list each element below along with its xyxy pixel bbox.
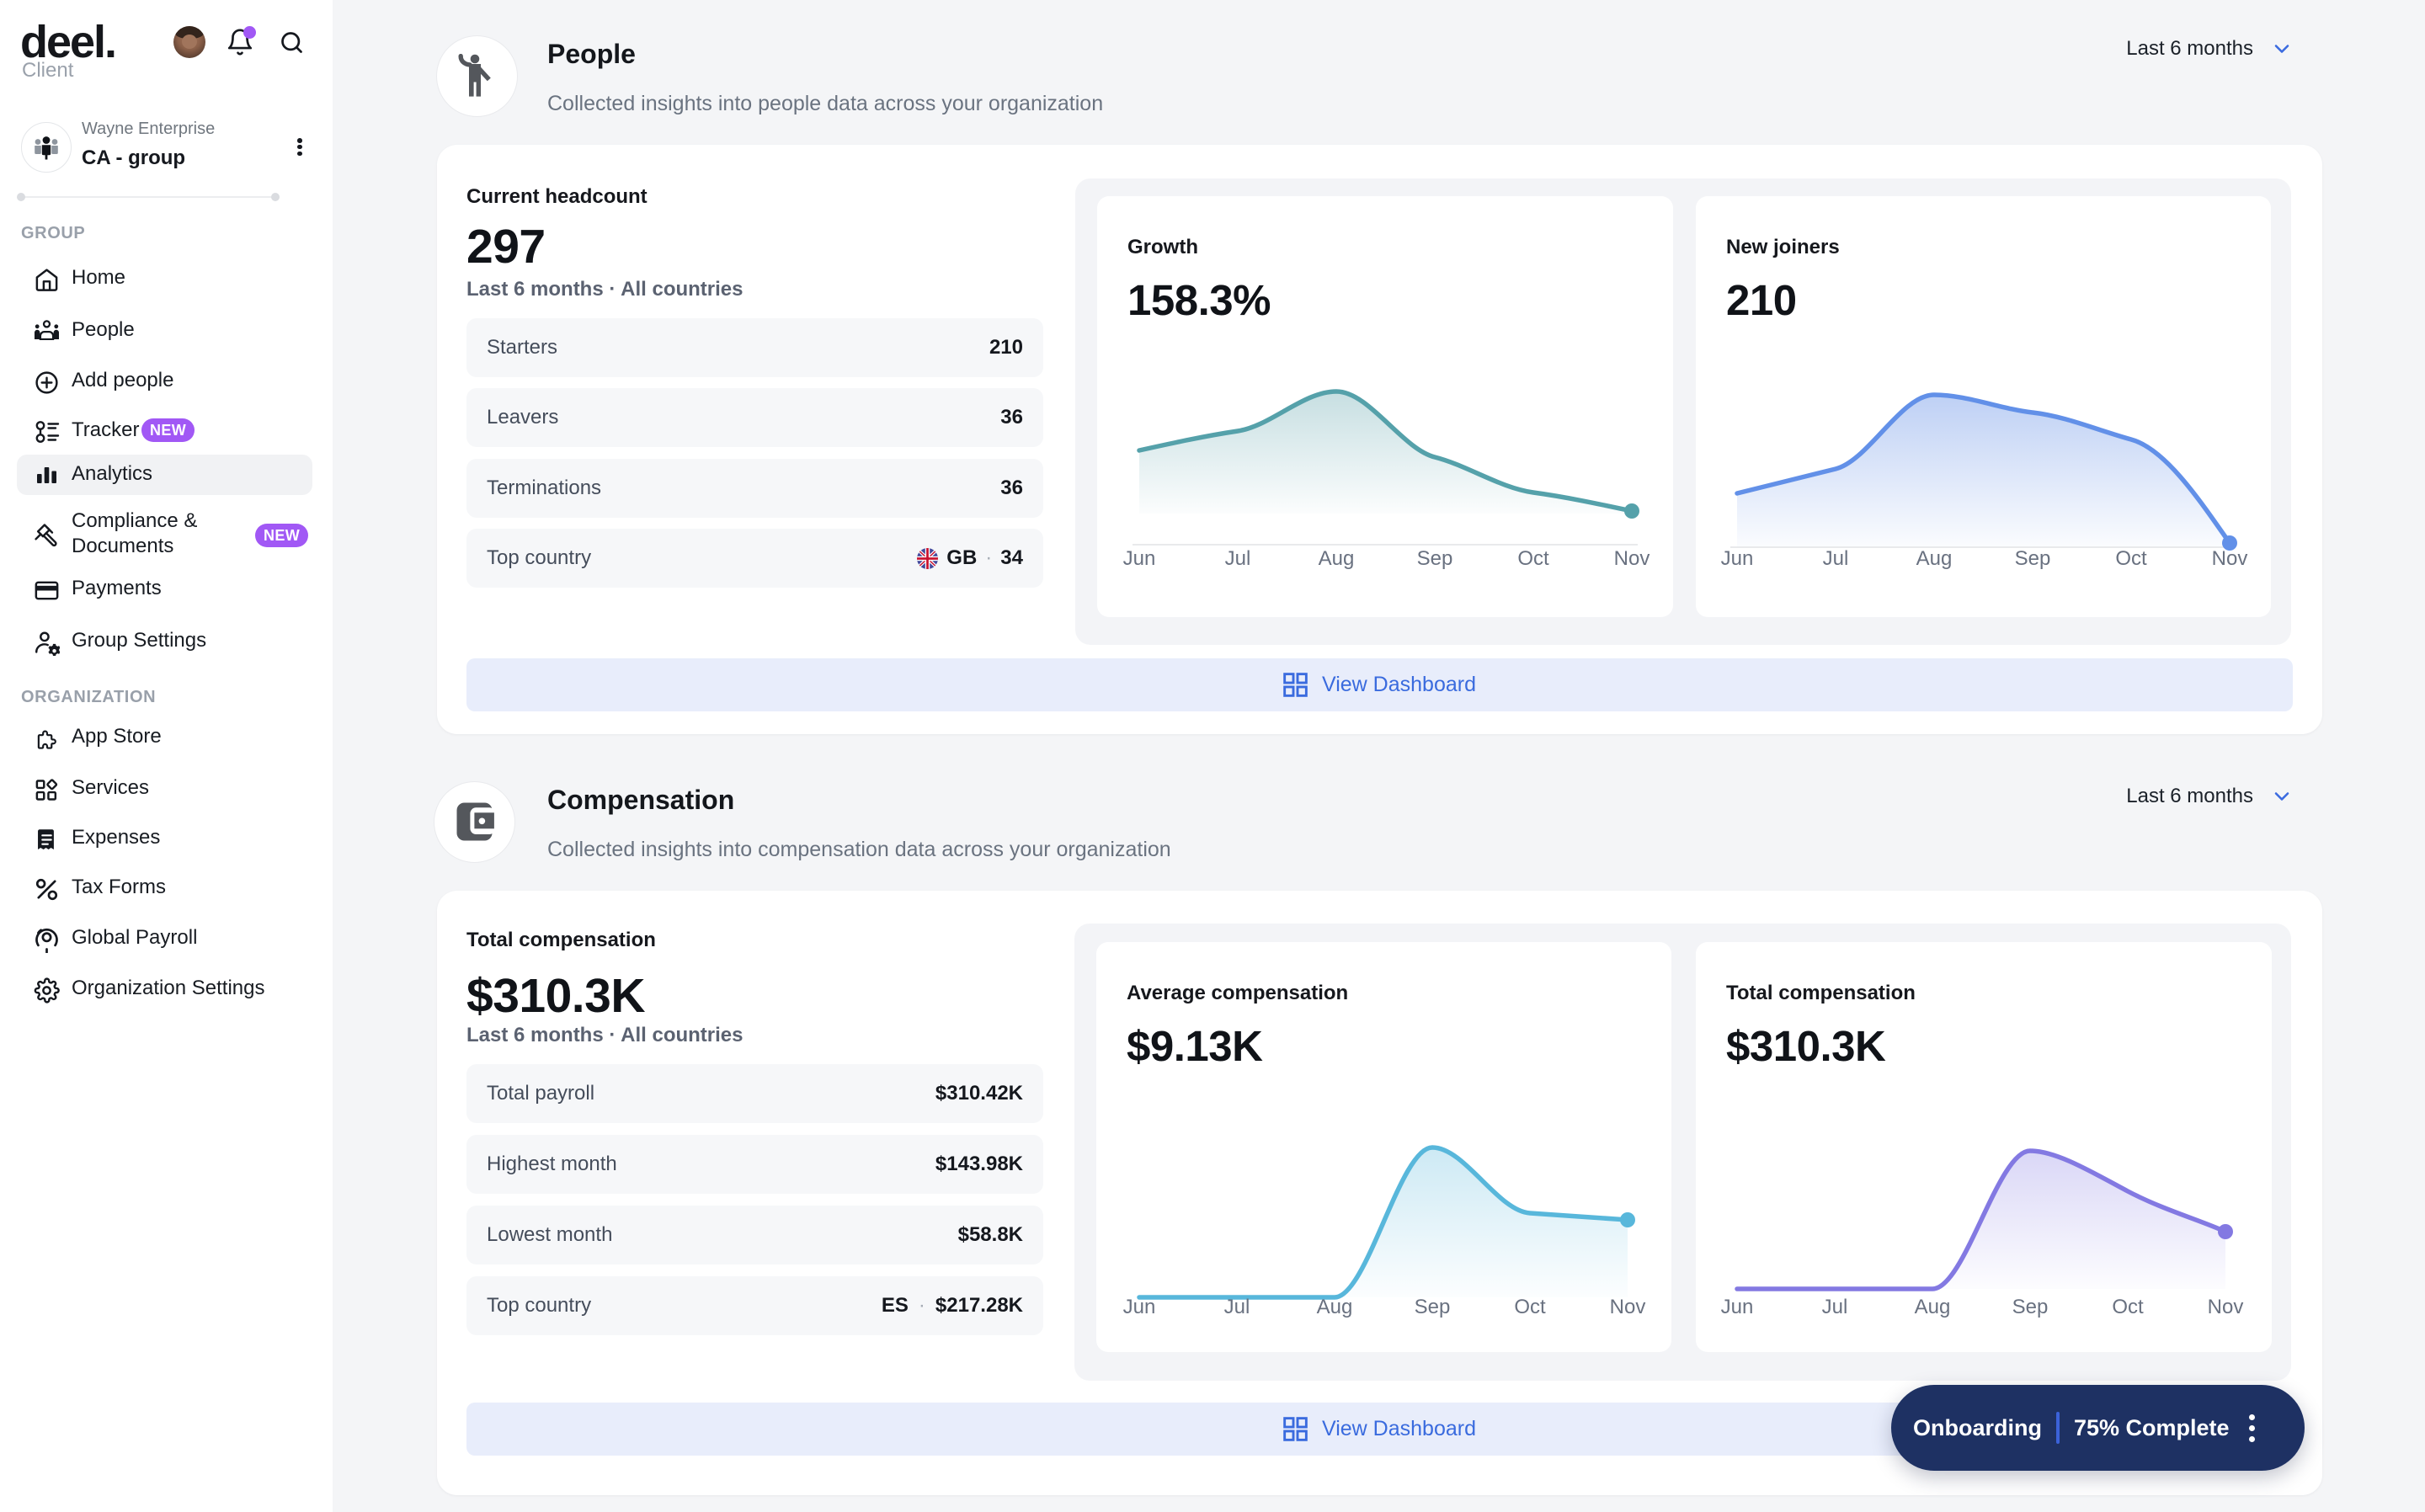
svg-text:Aug: Aug <box>1319 547 1355 570</box>
svg-text:Jun: Jun <box>1123 547 1156 570</box>
svg-text:Aug: Aug <box>1317 1296 1353 1318</box>
svg-text:Oct: Oct <box>2115 547 2147 570</box>
svg-text:Jun: Jun <box>1721 547 1754 570</box>
svg-text:Oct: Oct <box>1517 547 1549 570</box>
svg-text:Jun: Jun <box>1721 1296 1754 1318</box>
svg-text:Nov: Nov <box>2212 547 2248 570</box>
svg-text:Nov: Nov <box>1610 1296 1646 1318</box>
svg-text:Jul: Jul <box>1823 547 1849 570</box>
svg-text:Sep: Sep <box>1417 547 1453 570</box>
svg-text:Oct: Oct <box>2112 1296 2144 1318</box>
svg-text:Aug: Aug <box>1916 547 1953 570</box>
svg-text:Aug: Aug <box>1915 1296 1951 1318</box>
svg-text:Jul: Jul <box>1822 1296 1848 1318</box>
svg-text:Sep: Sep <box>2012 1296 2049 1318</box>
svg-text:Jun: Jun <box>1123 1296 1156 1318</box>
svg-text:Nov: Nov <box>2208 1296 2244 1318</box>
svg-text:Sep: Sep <box>1415 1296 1451 1318</box>
svg-text:Oct: Oct <box>1514 1296 1546 1318</box>
svg-text:Sep: Sep <box>2015 547 2051 570</box>
svg-text:Jul: Jul <box>1225 547 1251 570</box>
svg-text:Nov: Nov <box>1614 547 1650 570</box>
svg-text:Jul: Jul <box>1224 1296 1250 1318</box>
